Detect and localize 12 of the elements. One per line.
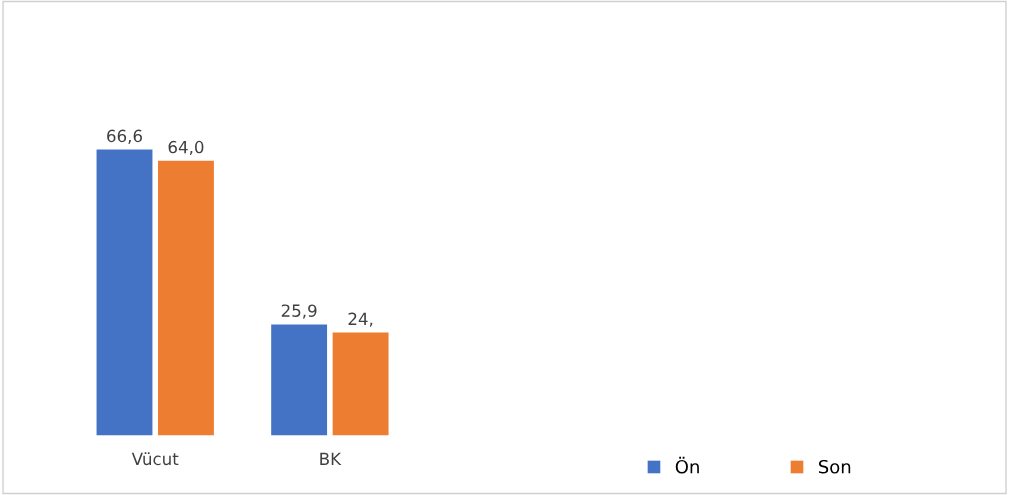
x-tick-label: BK [320, 452, 342, 465]
bar [332, 332, 389, 436]
legend-label: Son [818, 459, 851, 474]
data-label: 24, [348, 312, 373, 327]
bar [158, 160, 214, 436]
x-tick-label: Vücut [131, 452, 179, 466]
bar [271, 324, 328, 436]
bar [96, 149, 153, 436]
data-label: 25,9 [281, 304, 317, 319]
data-label: 64,0 [168, 140, 204, 156]
legend-label: Ön [675, 456, 699, 474]
data-label: 66,6 [107, 129, 142, 144]
